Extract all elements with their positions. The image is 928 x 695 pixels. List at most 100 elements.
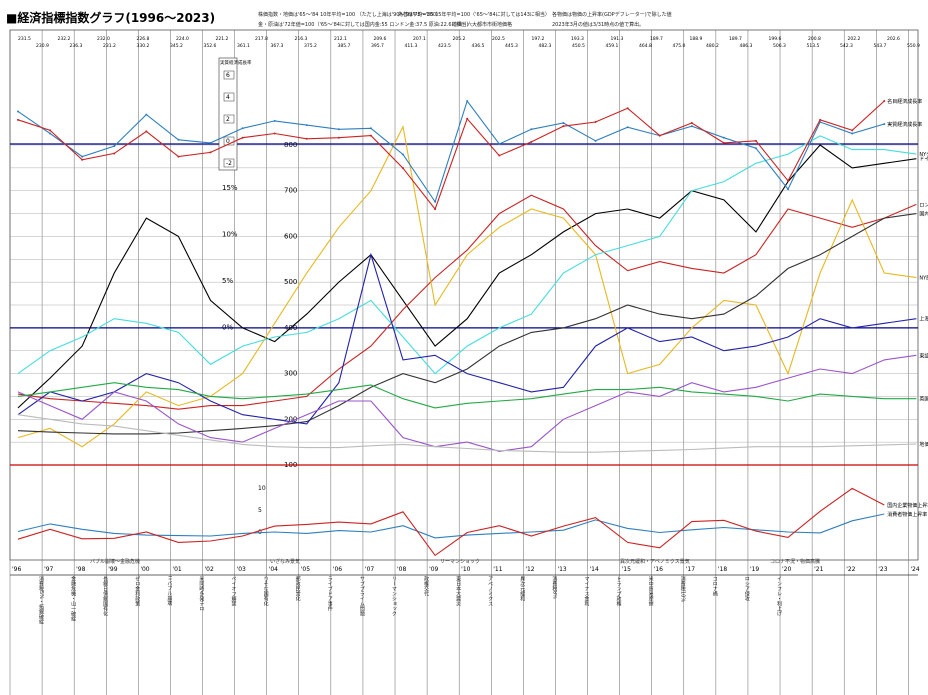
series-point <box>722 136 725 139</box>
series-point <box>883 123 886 126</box>
gdp-box-tick <box>223 70 235 80</box>
series-point <box>530 128 533 131</box>
series-line-1 <box>17 194 917 410</box>
event-text: ITバブル崩壊 <box>166 576 173 606</box>
left-tick-label: 700 <box>284 187 297 195</box>
top-value: 212.1 <box>334 36 347 42</box>
series-point <box>594 139 597 142</box>
year-label: '04 <box>268 566 278 573</box>
series-point <box>113 145 116 148</box>
top-value: 375.2 <box>304 43 317 49</box>
series-point <box>177 138 180 141</box>
event-text: 東日本大震災 <box>455 576 462 606</box>
year-label: '11 <box>493 566 503 573</box>
rate-tick-label: 5% <box>222 277 233 285</box>
series-label-10: 名目経済成長率 <box>887 98 922 105</box>
event-text: ロシア侵攻 <box>743 576 750 601</box>
series-point <box>626 126 629 129</box>
event-text: サブプライム問題 <box>358 576 365 616</box>
top-value: 464.8 <box>639 43 652 49</box>
top-value: 445.3 <box>505 43 518 49</box>
era-label: バブル崩壊～金融危機 <box>90 559 141 565</box>
top-value: 202.2 <box>848 36 861 42</box>
top-value: 205.2 <box>453 36 466 42</box>
series-line-4 <box>17 213 917 435</box>
year-label: '06 <box>332 566 343 573</box>
series-point <box>787 179 790 182</box>
series-point <box>498 154 501 157</box>
series-point <box>754 139 757 142</box>
series-line-6 <box>17 354 917 452</box>
series-line-0 <box>17 144 917 409</box>
series-point <box>113 152 116 155</box>
event-text: アベノミクス <box>487 576 494 606</box>
top-value: 542.3 <box>840 43 853 49</box>
series-point <box>402 153 405 156</box>
series-point <box>337 136 340 139</box>
series-point <box>145 113 148 116</box>
top-value: 436.5 <box>472 43 485 49</box>
gdp-box-label: 実質経済成長率 <box>220 59 252 66</box>
series-point <box>49 132 52 135</box>
top-value: 459.1 <box>606 43 619 49</box>
series-line-8 <box>17 414 917 453</box>
gdp-box-tick <box>223 158 235 168</box>
series-point <box>562 125 565 128</box>
gdp-box-tick-label: 6 <box>226 72 230 79</box>
series-point <box>305 137 308 140</box>
top-value: 230.9 <box>36 43 49 49</box>
series-point <box>273 132 276 135</box>
series-point <box>273 119 276 122</box>
year-label: '13 <box>557 566 567 573</box>
series-label-8: 地価 <box>919 441 928 448</box>
event-text: 消費税5%・拓銀破綻 <box>38 576 44 624</box>
year-label: '12 <box>525 566 535 573</box>
year-label: '17 <box>685 566 696 573</box>
series-point <box>369 134 372 137</box>
top-value: 506.3 <box>773 43 786 49</box>
top-value: 231.2 <box>103 43 116 49</box>
series-point <box>466 117 469 120</box>
year-label: '15 <box>621 566 631 573</box>
left-tick-label: 300 <box>284 370 297 378</box>
year-label: '09 <box>429 566 439 573</box>
series-point <box>819 118 822 121</box>
top-value: 423.5 <box>438 43 451 49</box>
top-value: 226.8 <box>137 36 150 42</box>
gdp-box-tick-label: -2 <box>226 160 232 167</box>
series-line-3 <box>17 135 917 375</box>
top-value: 191.3 <box>611 36 624 42</box>
top-value: 480.2 <box>706 43 719 49</box>
year-label: '14 <box>589 566 599 573</box>
series-line-11 <box>17 513 885 539</box>
series-label-9: 実質経済成長率 <box>887 121 922 128</box>
series-point <box>466 99 469 102</box>
year-label: '16 <box>653 566 663 573</box>
series-line-5 <box>17 252 917 425</box>
series-point <box>434 200 437 203</box>
small-tick-label: 5 <box>258 507 262 514</box>
series-point <box>369 127 372 130</box>
rate-tick-label: 10% <box>222 231 238 239</box>
top-value: 486.3 <box>740 43 753 49</box>
series-point <box>402 167 405 170</box>
top-value: 231.5 <box>18 36 31 42</box>
series-label-11: 消費者物価上昇率 <box>887 511 927 518</box>
event-text: マイナス金利 <box>583 576 590 606</box>
series-label-0: ドイツ株 <box>919 156 928 163</box>
gdp-box-tick <box>223 114 235 124</box>
year-label: '02 <box>204 566 214 573</box>
left-tick-label: 500 <box>284 278 297 286</box>
year-label: '21 <box>814 566 824 573</box>
note-march: 2023年3月の値は3/31時点の値で算出。 <box>552 22 645 28</box>
series-point <box>530 140 533 143</box>
gdp-box-tick-label: 2 <box>226 116 230 123</box>
top-value: 189.7 <box>729 36 742 42</box>
top-value: 202.5 <box>492 36 505 42</box>
gdp-box-tick-label: 0 <box>226 138 230 145</box>
top-value: 543.7 <box>874 43 887 49</box>
series-point <box>851 129 854 132</box>
top-value: 513.5 <box>807 43 820 49</box>
event-text: リーマンショック <box>390 576 397 616</box>
series-point <box>209 141 212 144</box>
